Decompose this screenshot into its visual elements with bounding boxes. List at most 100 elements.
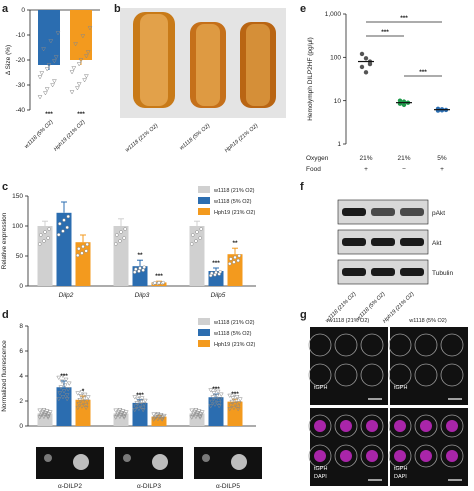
data-point (87, 26, 93, 31)
category-label: Dilp3 (135, 292, 150, 299)
blot-row-label: Tubulin (432, 270, 453, 277)
data-point (57, 233, 61, 237)
y-axis-label: Δ Size (%) (5, 45, 12, 75)
data-point (133, 270, 137, 274)
micrograph-label: α-DILP2 (58, 483, 82, 490)
data-point (84, 399, 90, 404)
data-point (38, 242, 42, 246)
data-point (80, 251, 84, 255)
data-point (397, 98, 403, 103)
y-tick-label: 50 (16, 253, 24, 260)
data-point (82, 78, 88, 83)
cell-outline (334, 414, 358, 438)
data-point (118, 239, 122, 243)
panel-label-g: g (300, 309, 307, 321)
nucleus (366, 450, 378, 462)
data-point (80, 400, 86, 405)
cell-outline (388, 333, 412, 357)
data-point (234, 395, 240, 400)
data-point (199, 410, 205, 415)
data-point (159, 417, 165, 422)
data-point (44, 67, 50, 72)
data-point (136, 406, 142, 412)
data-point (151, 412, 157, 417)
panel-f-western-blot: pAkt Akt Tubulin w1118 (21% O2) w1118 (5% O2… (325, 199, 453, 325)
y-tick-label: 100 (330, 55, 341, 62)
significance-label: *** (212, 260, 220, 267)
micrograph-label: DAPI (394, 474, 407, 480)
data-point (133, 404, 139, 409)
data-point (195, 230, 199, 234)
micrograph-label: tGPH (394, 385, 407, 391)
data-point (119, 230, 123, 234)
y-tick-label: 2 (19, 398, 23, 405)
significance-label: *** (231, 391, 239, 398)
cell-outline (308, 444, 332, 468)
cell-outline (388, 363, 412, 387)
panel-label-f: f (300, 181, 304, 193)
row-label: Food (306, 166, 321, 173)
cell-cluster (152, 454, 168, 470)
data-point (161, 280, 165, 285)
panel-label-b: b (114, 3, 121, 15)
y-tick-label: -20 (16, 57, 26, 64)
data-point (155, 412, 161, 417)
data-point (78, 394, 84, 399)
data-point (135, 397, 141, 402)
nucleus (340, 450, 352, 462)
significance-label: *** (381, 29, 389, 36)
data-point (66, 214, 70, 219)
data-point (227, 407, 233, 412)
data-point (45, 415, 51, 420)
data-point (157, 281, 161, 285)
data-point (51, 59, 57, 64)
data-point (132, 408, 138, 413)
data-point (85, 242, 89, 247)
data-point (123, 410, 129, 415)
significance-label: *** (45, 111, 53, 118)
y-tick-label: 100 (12, 223, 23, 230)
micrograph-label: α-DILP3 (137, 483, 161, 490)
data-point (161, 413, 167, 419)
data-point (76, 253, 80, 258)
data-point (199, 227, 203, 231)
y-axis-label: Hemolymph DILP2HF (pg/μl) (307, 37, 314, 121)
data-point (85, 395, 91, 400)
data-point (78, 58, 84, 63)
legend-swatch (198, 340, 210, 347)
data-point (48, 39, 54, 44)
significance-label: *** (136, 392, 144, 399)
data-point (216, 401, 222, 406)
data-point (56, 397, 62, 402)
data-point (137, 269, 141, 273)
data-point (44, 87, 50, 92)
data-point (42, 91, 48, 96)
data-point (58, 222, 62, 226)
nucleus (420, 420, 432, 432)
data-point (435, 108, 441, 113)
cell-cluster (231, 454, 247, 470)
blot-band (342, 208, 366, 216)
data-point (60, 373, 66, 379)
data-point (113, 408, 119, 413)
data-point (41, 408, 47, 413)
data-point (210, 395, 216, 400)
data-point (123, 227, 127, 231)
significance-label: *** (400, 15, 408, 22)
data-point (37, 95, 43, 100)
legend-swatch (198, 197, 210, 204)
micrograph-label: tGPH (314, 385, 327, 391)
data-point (233, 398, 239, 403)
data-point (79, 404, 85, 409)
data-point (46, 63, 52, 68)
data-point (132, 395, 138, 400)
data-point (190, 242, 194, 246)
data-point (214, 270, 218, 275)
cell-outline (440, 414, 464, 438)
data-point (122, 236, 126, 240)
data-point (194, 239, 198, 243)
food-value: − (402, 166, 406, 173)
y-tick-label: 1 (337, 141, 341, 148)
data-point (115, 233, 119, 237)
